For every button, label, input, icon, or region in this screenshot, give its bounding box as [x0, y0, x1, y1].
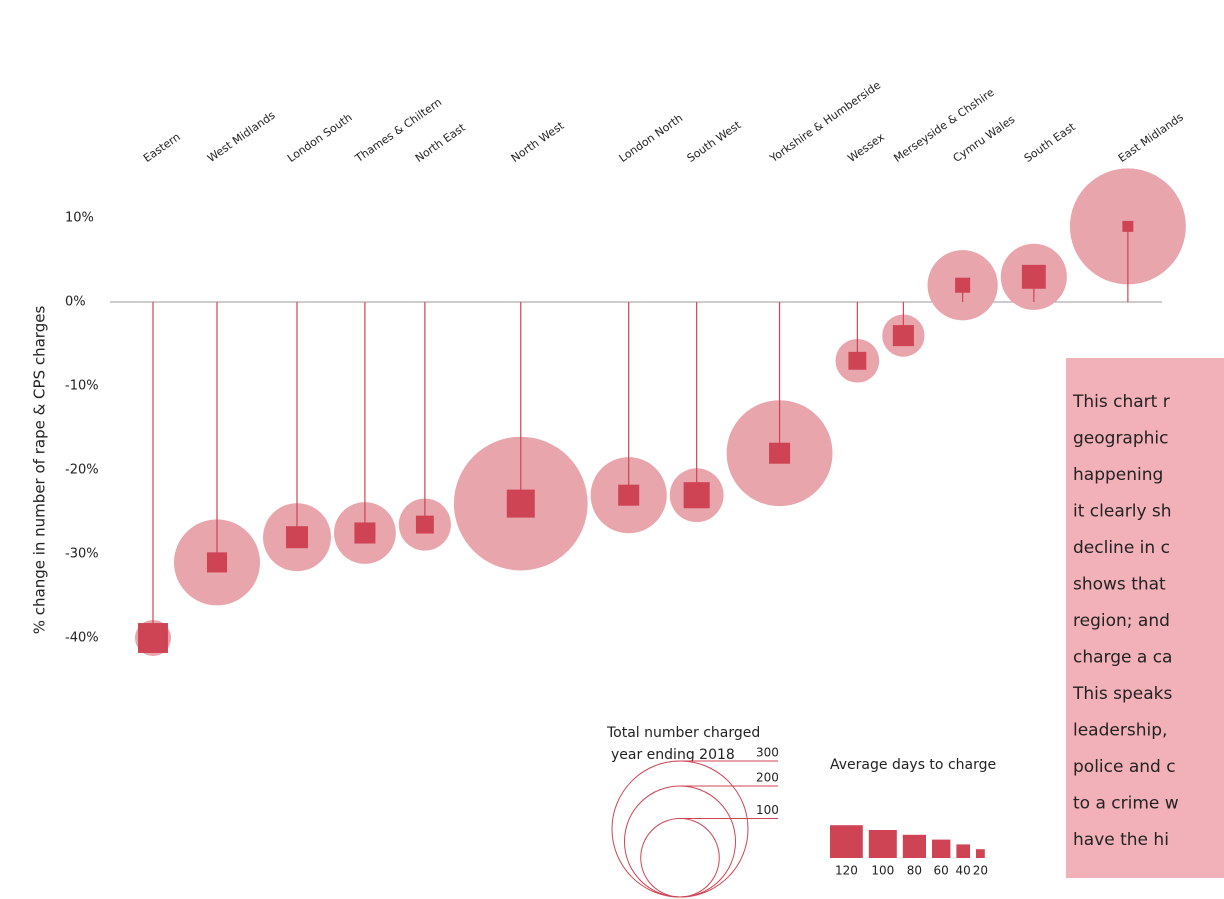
- days-legend-square: [830, 825, 863, 858]
- category-label: West Midlands: [205, 108, 278, 164]
- days-legend-label: 40: [956, 864, 971, 878]
- annotation-box: [1066, 358, 1224, 878]
- y-tick-label: -30%: [65, 547, 99, 562]
- size-legend-label: 100: [756, 803, 779, 817]
- y-tick-label: 0%: [65, 295, 86, 310]
- day-square: [683, 482, 710, 509]
- annotation-line: geographic: [1073, 429, 1168, 449]
- days-legend-square: [956, 844, 970, 858]
- days-legend-square: [868, 830, 897, 858]
- size-legend-title: year ending 2018: [611, 747, 735, 763]
- annotation-line: have the hi: [1073, 830, 1169, 850]
- day-square: [848, 351, 867, 370]
- day-square: [415, 515, 434, 534]
- annotation-line: to a crime w: [1073, 794, 1179, 814]
- days-legend-square: [902, 834, 926, 858]
- y-tick-label: -20%: [65, 463, 99, 478]
- y-tick-label: -10%: [65, 379, 99, 394]
- days-legend-title: Average days to charge: [830, 757, 996, 773]
- day-square: [892, 325, 914, 347]
- annotation-line: shows that: [1073, 575, 1166, 595]
- days-legend-label: 20: [973, 864, 988, 878]
- category-label: Wessex: [845, 130, 887, 165]
- size-legend-circle: [611, 760, 749, 898]
- day-square: [354, 522, 376, 544]
- day-square: [506, 489, 535, 518]
- category-label: Merseyside & Chshire: [891, 86, 996, 165]
- category-label: South West: [685, 118, 744, 165]
- day-square: [955, 277, 971, 293]
- category-label: North West: [509, 119, 567, 165]
- size-legend-circle: [623, 785, 737, 898]
- annotation-line: police and c: [1073, 757, 1176, 777]
- category-label: Eastern: [141, 130, 183, 165]
- size-legend-label: 300: [756, 746, 779, 760]
- days-legend-label: 100: [871, 864, 894, 878]
- annotation-line: region; and: [1073, 611, 1170, 631]
- day-square: [769, 442, 791, 464]
- day-square: [286, 526, 309, 549]
- day-square: [618, 484, 640, 506]
- annotation-line: charge a ca: [1073, 648, 1172, 668]
- y-tick-label: -40%: [65, 631, 99, 646]
- annotation-line: This chart r: [1072, 392, 1170, 412]
- day-square: [138, 623, 168, 653]
- y-tick-label: 10%: [65, 211, 94, 226]
- day-square: [206, 552, 228, 573]
- annotation-line: happening: [1073, 465, 1163, 485]
- size-legend-circle: [640, 817, 720, 898]
- day-square: [1122, 220, 1134, 232]
- days-legend-square: [976, 849, 985, 858]
- day-square: [1021, 264, 1046, 289]
- annotation-line: This speaks: [1072, 684, 1173, 704]
- y-axis-title: % change in number of rape & CPS charges: [31, 306, 49, 635]
- annotation-line: decline in c: [1073, 538, 1170, 558]
- days-legend-label: 120: [835, 864, 858, 878]
- annotation-line: it clearly sh: [1073, 502, 1172, 522]
- annotation-line: leadership,: [1073, 721, 1167, 741]
- category-label: London North: [617, 111, 686, 164]
- days-legend-label: 80: [907, 864, 922, 878]
- category-label: South East: [1022, 120, 1079, 165]
- category-label: London South: [285, 111, 355, 165]
- size-legend-label: 200: [756, 770, 779, 784]
- category-label: North East: [413, 121, 469, 165]
- size-legend-title: Total number charged: [606, 725, 760, 741]
- days-legend-label: 60: [934, 864, 949, 878]
- days-legend-square: [932, 839, 951, 858]
- category-label: East Midlands: [1116, 110, 1186, 165]
